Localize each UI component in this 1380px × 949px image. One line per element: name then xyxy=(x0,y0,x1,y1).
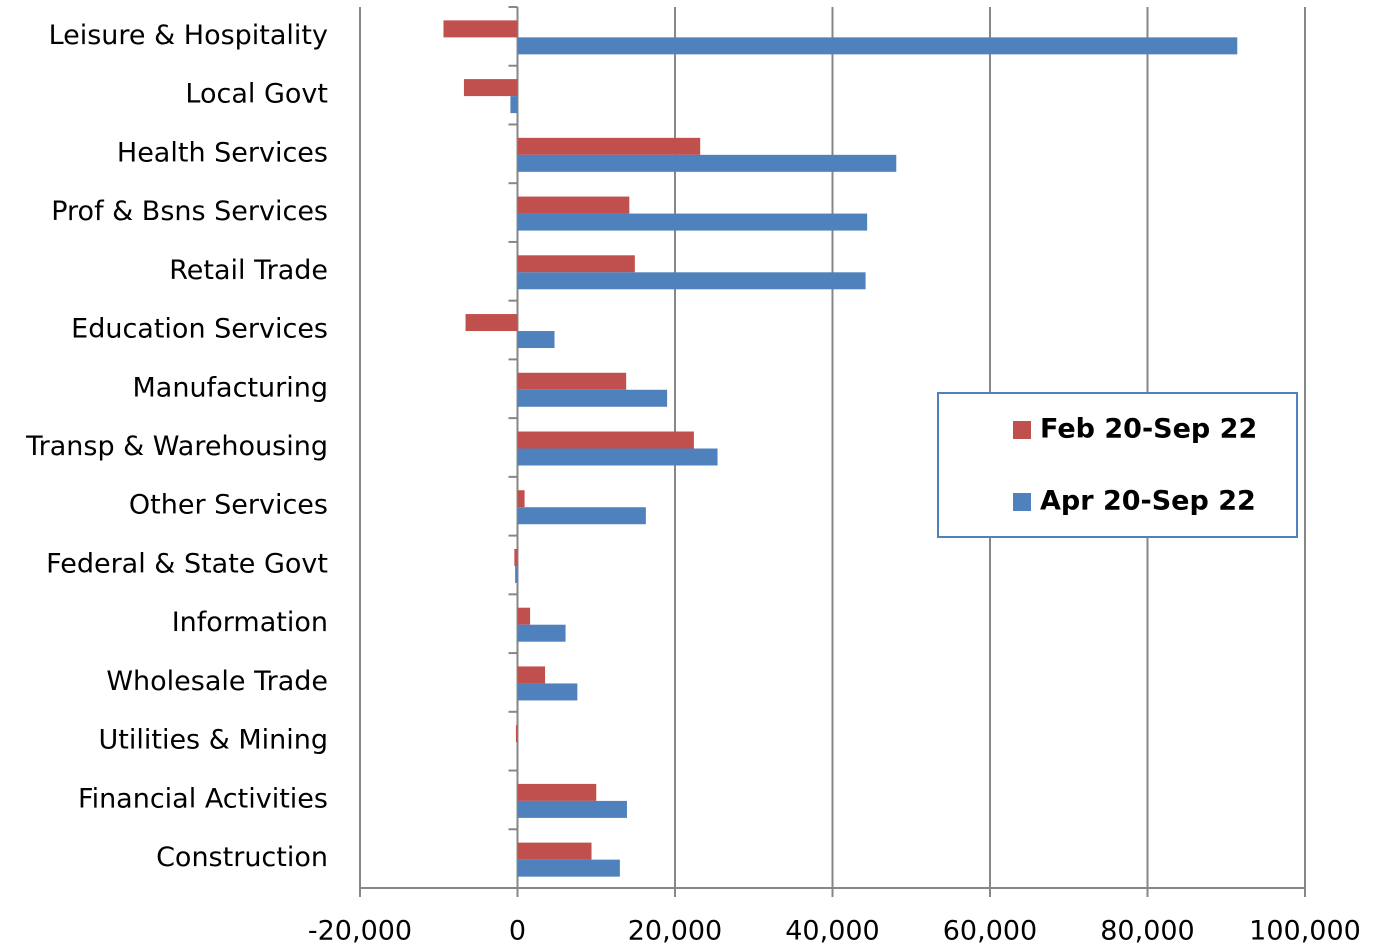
x-tick-label: 40,000 xyxy=(785,916,879,947)
x-tick-label: 100,000 xyxy=(1249,916,1361,947)
bar xyxy=(517,255,635,273)
bar xyxy=(517,431,694,449)
bar xyxy=(517,372,627,390)
x-tick-label: 0 xyxy=(509,916,526,947)
legend-box xyxy=(937,392,1298,538)
bar xyxy=(517,272,866,290)
x-tick-label: 80,000 xyxy=(1100,916,1194,947)
bar xyxy=(517,213,868,231)
x-tick-label: 60,000 xyxy=(943,916,1037,947)
bar xyxy=(517,507,646,525)
bar xyxy=(517,490,525,508)
y-tick-label: Leisure & Hospitality xyxy=(49,20,328,51)
bar xyxy=(517,37,1238,55)
bar xyxy=(517,196,630,214)
bar xyxy=(517,389,668,407)
y-tick-label: Health Services xyxy=(117,137,328,168)
y-tick-label: Transp & Warehousing xyxy=(25,431,328,462)
bar xyxy=(515,725,518,743)
x-tick-label: -20,000 xyxy=(308,916,412,947)
bar xyxy=(463,79,518,97)
legend-swatch xyxy=(1013,493,1031,511)
bar xyxy=(517,683,578,701)
bar xyxy=(517,783,597,801)
y-tick-label: Retail Trade xyxy=(169,255,328,286)
bar xyxy=(517,607,531,625)
y-tick-label: Federal & State Govt xyxy=(46,548,328,579)
bar xyxy=(515,565,518,583)
y-tick-label: Wholesale Trade xyxy=(106,666,328,697)
y-tick-label: Utilities & Mining xyxy=(99,725,329,756)
bar xyxy=(517,859,620,877)
bar xyxy=(517,842,592,860)
y-tick-label: Manufacturing xyxy=(132,372,328,403)
x-tick-label: 20,000 xyxy=(628,916,722,947)
y-tick-label: Other Services xyxy=(129,490,328,521)
legend-label: Apr 20-Sep 22 xyxy=(1040,486,1256,517)
y-tick-label: Prof & Bsns Services xyxy=(51,196,328,227)
bar xyxy=(517,624,566,642)
legend-label: Feb 20-Sep 22 xyxy=(1040,414,1257,445)
bar xyxy=(510,96,518,114)
legend-swatch xyxy=(1013,421,1031,439)
legend: Feb 20-Sep 22 Apr 20-Sep 22 xyxy=(937,392,1298,538)
bar xyxy=(443,20,518,38)
bar xyxy=(517,331,555,349)
y-tick-label: Financial Activities xyxy=(78,783,328,814)
bar xyxy=(517,666,546,684)
y-tick-label: Education Services xyxy=(71,314,328,345)
bar xyxy=(517,154,897,172)
y-tick-label: Local Govt xyxy=(185,79,328,110)
y-tick-label: Information xyxy=(172,607,328,638)
y-tick-label: Construction xyxy=(156,842,328,873)
bar xyxy=(517,137,701,155)
bar xyxy=(517,800,627,818)
bar xyxy=(514,548,518,566)
bar xyxy=(517,448,718,466)
bar xyxy=(465,314,518,332)
